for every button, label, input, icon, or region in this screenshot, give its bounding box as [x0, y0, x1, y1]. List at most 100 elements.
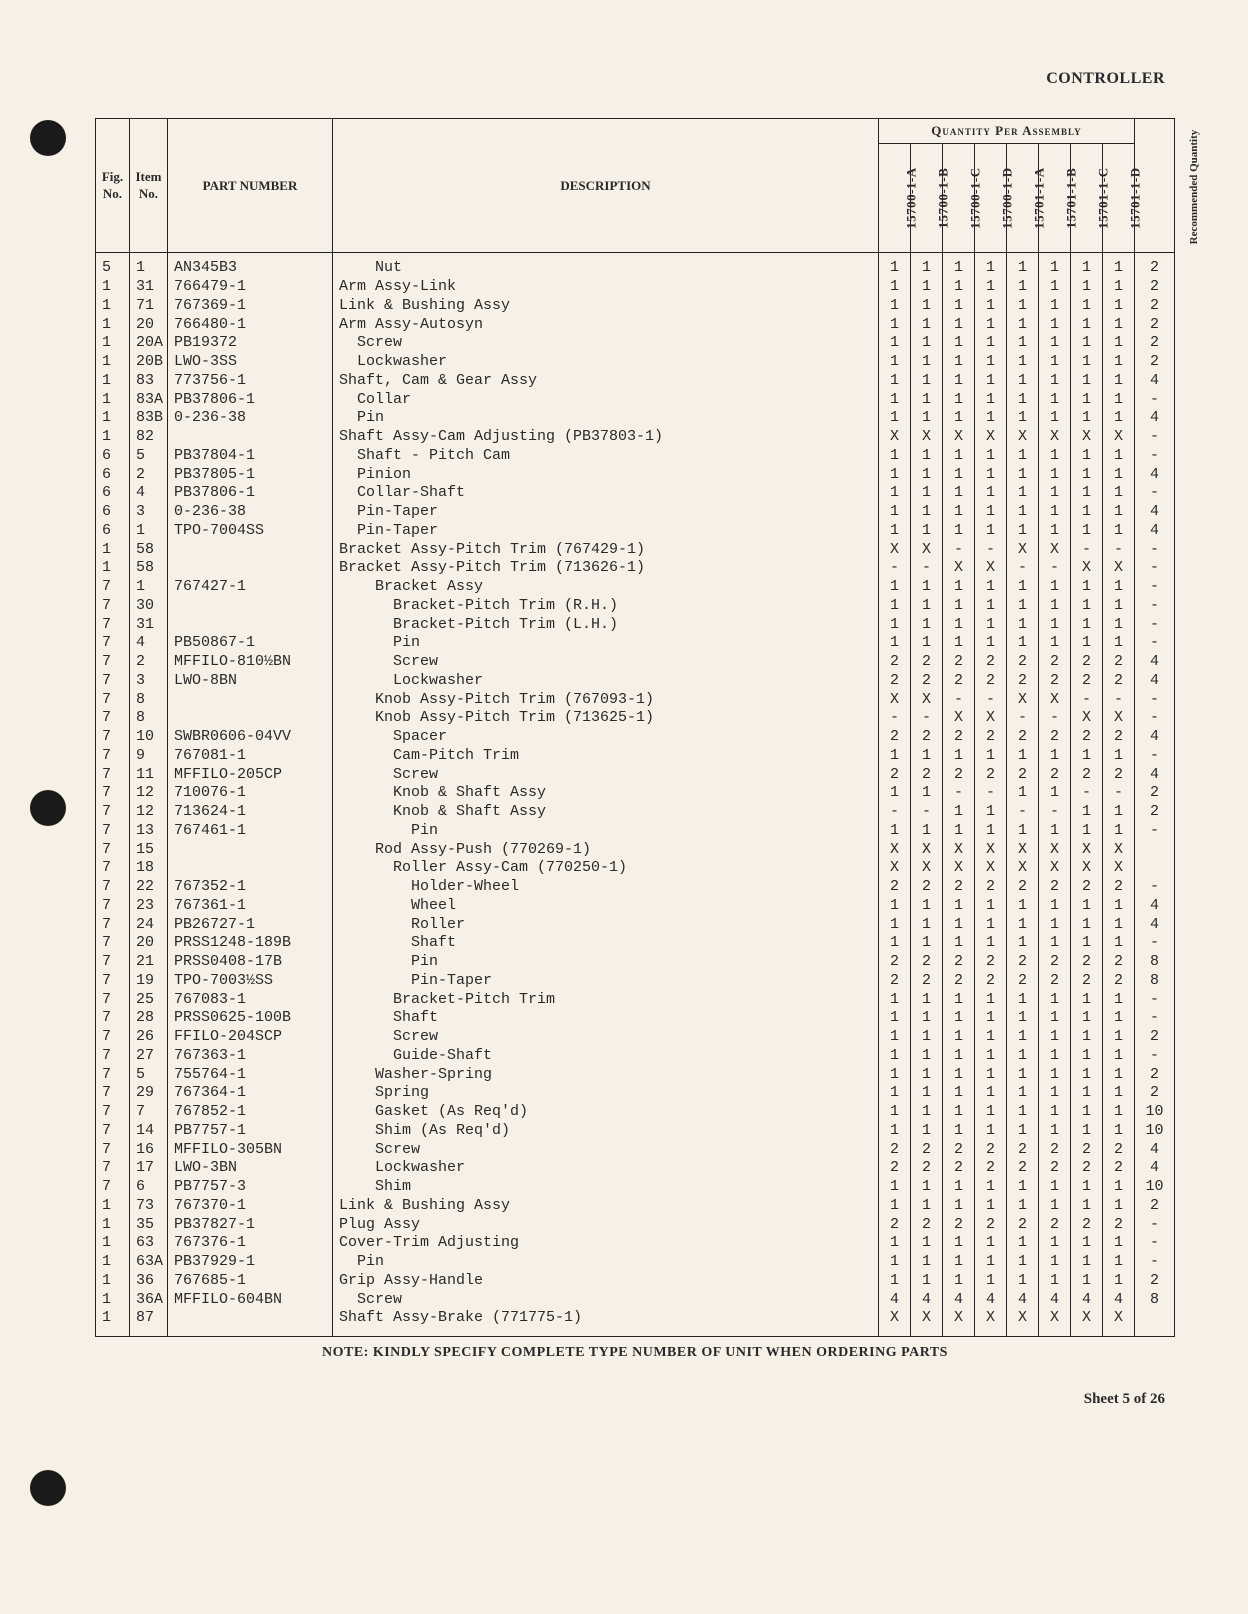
table-row: 62PB37805-1 Pinion111111114 — [96, 466, 1175, 485]
qty-cell: 1 — [942, 897, 974, 916]
qty-cell: X — [1102, 859, 1134, 878]
desc-cell: Bracket Assy-Pitch Trim (713626-1) — [333, 559, 879, 578]
table-row: 728PRSS0625-100B Shaft11111111- — [96, 1009, 1175, 1028]
table-row: 74PB50867-1 Pin11111111- — [96, 634, 1175, 653]
fig-cell: 6 — [96, 503, 130, 522]
item-cell: 3 — [130, 672, 168, 691]
pn-cell: 766480-1 — [168, 316, 333, 335]
qty-cell: 1 — [878, 991, 910, 1010]
qty-cell: 1 — [1006, 466, 1038, 485]
qty-cell: 1 — [1102, 1084, 1134, 1103]
fig-cell: 7 — [96, 1103, 130, 1122]
qty-cell: 1 — [1006, 1272, 1038, 1291]
qty-cell: 2 — [1070, 728, 1102, 747]
desc-cell: Washer-Spring — [333, 1066, 879, 1085]
qty-cell: - — [910, 803, 942, 822]
fig-cell: 7 — [96, 634, 130, 653]
qty-cell: 4 — [942, 1291, 974, 1310]
desc-cell: Arm Assy-Autosyn — [333, 316, 879, 335]
qty-cell: 1 — [942, 803, 974, 822]
qty-cell: 1 — [878, 1253, 910, 1272]
fig-cell: 7 — [96, 616, 130, 635]
pn-cell: 767852-1 — [168, 1103, 333, 1122]
qty-cell: 2 — [942, 1216, 974, 1235]
qty-cell: 1 — [974, 934, 1006, 953]
qty-cell: 1 — [910, 597, 942, 616]
qty-cell: 2 — [1102, 1216, 1134, 1235]
qty-cell: 2 — [1102, 972, 1134, 991]
qty-cell: X — [942, 841, 974, 860]
item-cell: 83 — [130, 372, 168, 391]
rec-cell: - — [1135, 616, 1175, 635]
desc-cell: Lockwasher — [333, 672, 879, 691]
qty-cell: 1 — [1006, 1066, 1038, 1085]
rec-cell: 4 — [1135, 653, 1175, 672]
qty-cell: X — [1006, 691, 1038, 710]
qty-cell: 1 — [910, 278, 942, 297]
qty-cell: X — [910, 428, 942, 447]
qty-cell: 1 — [1038, 916, 1070, 935]
qty-cell: 1 — [1006, 897, 1038, 916]
fig-cell: 1 — [96, 1197, 130, 1216]
qty-cell: 1 — [1102, 372, 1134, 391]
qty-cell: 1 — [974, 353, 1006, 372]
pn-cell: 713624-1 — [168, 803, 333, 822]
qty-cell: 2 — [974, 953, 1006, 972]
qty-cell: - — [1006, 559, 1038, 578]
pn-cell: LWO-3SS — [168, 353, 333, 372]
qty-cell: 1 — [910, 334, 942, 353]
pn-cell: LWO-3BN — [168, 1159, 333, 1178]
fig-cell: 7 — [96, 1028, 130, 1047]
desc-cell: Pin-Taper — [333, 522, 879, 541]
desc-cell: Shaft — [333, 1009, 879, 1028]
qty-cell: 4 — [910, 1291, 942, 1310]
qty-cell: 1 — [910, 1122, 942, 1141]
fig-cell: 7 — [96, 841, 130, 860]
qty-cell: X — [1102, 709, 1134, 728]
qty-cell: 1 — [1038, 897, 1070, 916]
pn-cell: PB7757-3 — [168, 1178, 333, 1197]
item-cell: 20 — [130, 316, 168, 335]
qty-cell: 1 — [1102, 803, 1134, 822]
qty-cell: 1 — [942, 1028, 974, 1047]
rec-cell: 4 — [1135, 466, 1175, 485]
qty-cell: 1 — [974, 597, 1006, 616]
qty-cell: 1 — [1038, 747, 1070, 766]
qty-cell: 1 — [942, 466, 974, 485]
item-cell: 58 — [130, 559, 168, 578]
desc-cell: Wheel — [333, 897, 879, 916]
desc-cell: Screw — [333, 334, 879, 353]
qty-cell: 1 — [1102, 1253, 1134, 1272]
rec-cell: 2 — [1135, 253, 1175, 278]
table-row: 720PRSS1248-189B Shaft11111111- — [96, 934, 1175, 953]
qty-cell: 1 — [1070, 597, 1102, 616]
qty-cell: 2 — [1102, 653, 1134, 672]
qty-cell: 1 — [1038, 334, 1070, 353]
qty-cell: 1 — [1038, 1253, 1070, 1272]
qty-cell: 1 — [1070, 334, 1102, 353]
qty-cell: 4 — [878, 1291, 910, 1310]
fig-cell: 7 — [96, 1122, 130, 1141]
desc-cell: Pin-Taper — [333, 503, 879, 522]
rec-cell — [1135, 841, 1175, 860]
qty-cell: X — [974, 428, 1006, 447]
qty-cell: 1 — [974, 897, 1006, 916]
qty-cell: 1 — [974, 1234, 1006, 1253]
qty-cell: 1 — [942, 253, 974, 278]
qty-cell: 1 — [1070, 1122, 1102, 1141]
rec-cell: 4 — [1135, 372, 1175, 391]
item-cell: 2 — [130, 466, 168, 485]
rec-cell: - — [1135, 428, 1175, 447]
item-cell: 11 — [130, 766, 168, 785]
desc-cell: Bracket-Pitch Trim (R.H.) — [333, 597, 879, 616]
fig-cell: 7 — [96, 803, 130, 822]
qty-cell: X — [1006, 1309, 1038, 1336]
table-row: 163767376-1Cover-Trim Adjusting11111111- — [96, 1234, 1175, 1253]
qty-cell: 1 — [1006, 334, 1038, 353]
fig-cell: 7 — [96, 597, 130, 616]
qty-cell: 1 — [974, 1197, 1006, 1216]
qty-cell: 1 — [878, 747, 910, 766]
item-cell: 31 — [130, 278, 168, 297]
fig-cell: 1 — [96, 1216, 130, 1235]
qty-cell: - — [974, 691, 1006, 710]
